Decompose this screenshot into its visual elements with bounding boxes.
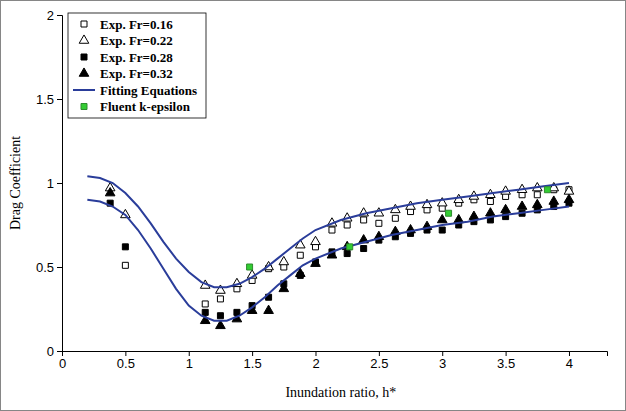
y-tick-mark — [57, 267, 62, 268]
x-tick-label: 2.5 — [370, 356, 388, 371]
data-point — [564, 186, 574, 194]
data-point — [311, 236, 321, 244]
x-tick: 1.5 — [244, 351, 262, 371]
data-point — [439, 227, 445, 233]
y-tick-label: 1 — [47, 176, 54, 191]
x-tick: 0 — [59, 351, 66, 371]
y-tick-label: 2 — [47, 8, 54, 23]
y-tick-mark — [57, 99, 62, 100]
data-point — [122, 244, 128, 250]
plot-area: 0 0.5 1 1.5 2 2.5 3 3.5 4 0 0.5 1 1.5 2 — [36, 8, 608, 372]
data-point — [487, 198, 493, 204]
y-axis: 0 0.5 1 1.5 2 — [36, 8, 63, 359]
x-tick-label: 1.5 — [244, 356, 262, 371]
legend-box — [68, 13, 206, 118]
data-point — [329, 227, 335, 233]
x-tick-label: 3 — [439, 356, 446, 371]
data-point — [247, 264, 253, 270]
legend-swatch — [81, 21, 87, 27]
y-tick: 0.5 — [36, 260, 62, 275]
x-axis-line — [63, 352, 608, 357]
x-tick-label: 0 — [59, 356, 66, 371]
data-point — [297, 252, 303, 258]
data-layer — [87, 176, 573, 328]
data-point — [279, 256, 289, 264]
legend-swatch — [81, 54, 87, 60]
y-tick-label: 0.5 — [36, 260, 54, 275]
y-tick-mark — [57, 15, 62, 16]
data-point — [392, 215, 398, 221]
y-tick-mark — [57, 351, 62, 352]
y-tick-mark — [57, 183, 62, 184]
legend-label: Exp. Fr=0.32 — [100, 66, 173, 81]
x-tick-label: 3.5 — [497, 356, 515, 371]
data-point — [534, 192, 540, 198]
data-point — [361, 217, 367, 223]
legend-label: Fitting Equations — [100, 83, 197, 98]
x-tick-label: 0.5 — [117, 356, 135, 371]
data-point — [469, 211, 479, 219]
x-tick: 1 — [186, 351, 193, 371]
x-axis: 0 0.5 1 1.5 2 2.5 3 3.5 4 — [59, 351, 608, 371]
data-point — [344, 222, 350, 228]
data-point — [202, 301, 208, 307]
y-tick-label: 1.5 — [36, 92, 54, 107]
data-point — [217, 313, 223, 319]
y-tick: 1 — [47, 176, 62, 191]
legend-label: Exp. Fr=0.28 — [100, 50, 173, 65]
data-point — [105, 188, 115, 196]
x-tick: 2 — [312, 351, 319, 371]
y-axis-title: Drag Coefficient — [8, 136, 23, 230]
data-point — [264, 305, 274, 313]
y-axis-line — [57, 16, 63, 352]
legend-swatch — [79, 68, 89, 76]
x-tick: 3 — [439, 351, 446, 371]
legend-swatch — [73, 89, 95, 91]
x-axis-title: Inundation ratio, h* — [285, 385, 396, 400]
data-point — [122, 262, 128, 268]
x-tick: 4 — [566, 351, 573, 371]
legend-label: Fluent k-epsilon — [100, 99, 191, 114]
x-tick: 2.5 — [370, 351, 388, 371]
legend-label: Exp. Fr=0.16 — [100, 17, 173, 32]
y-tick-label: 0 — [47, 344, 54, 359]
data-point — [279, 283, 289, 291]
fit-line — [87, 176, 569, 320]
chart-border — [1, 1, 626, 411]
legend: Exp. Fr=0.16Exp. Fr=0.22 Exp. Fr=0.28Exp.… — [68, 13, 206, 118]
legend-label: Exp. Fr=0.22 — [100, 33, 173, 48]
data-point — [361, 246, 367, 252]
data-point — [446, 210, 452, 216]
x-tick-label: 1 — [186, 356, 193, 371]
data-point — [217, 296, 223, 302]
x-tick-label: 4 — [566, 356, 573, 371]
legend-swatch — [81, 104, 87, 110]
data-point — [549, 196, 559, 204]
data-point — [501, 204, 511, 212]
data-point — [344, 251, 350, 257]
data-point — [564, 194, 574, 202]
x-tick: 3.5 — [497, 351, 515, 371]
data-point — [376, 220, 382, 226]
data-point — [517, 201, 527, 209]
legend-swatch — [79, 35, 89, 43]
chart: 0 0.5 1 1.5 2 2.5 3 3.5 4 0 0.5 1 1.5 2 Inundation rat… — [0, 0, 626, 411]
x-tick: 0.5 — [117, 351, 135, 371]
data-point — [532, 199, 542, 207]
y-tick: 2 — [47, 8, 62, 23]
data-point — [486, 208, 496, 216]
data-point — [347, 244, 353, 250]
y-tick: 1.5 — [36, 92, 62, 107]
x-tick-label: 2 — [312, 356, 319, 371]
data-point — [544, 187, 550, 193]
y-tick: 0 — [47, 344, 62, 359]
